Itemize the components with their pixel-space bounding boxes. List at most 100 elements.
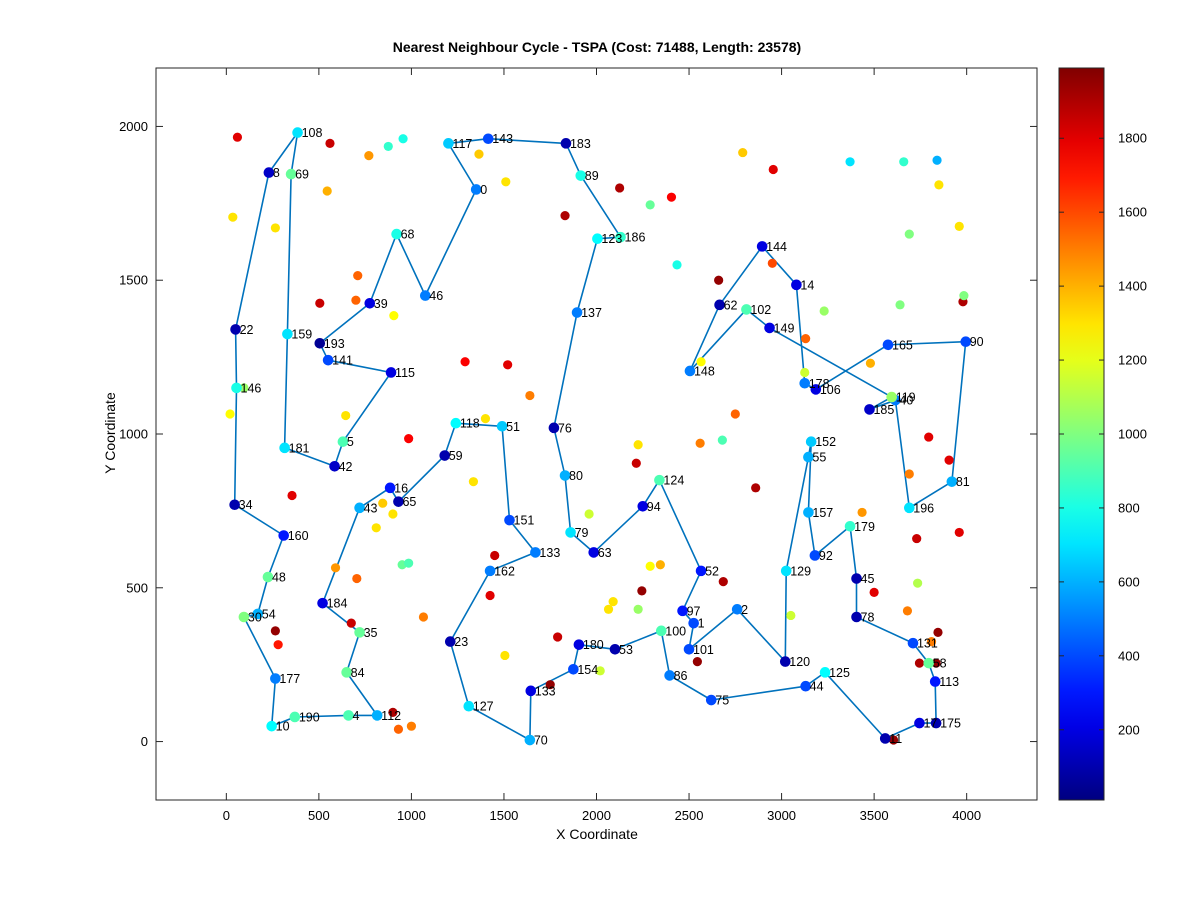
unselected-node-point: [800, 367, 810, 378]
tour-node-point: [444, 636, 456, 647]
tour-node-point: [677, 605, 688, 617]
tour-node-point: [714, 299, 725, 311]
tour-node-point: [238, 611, 250, 623]
unselected-node-point: [490, 550, 500, 561]
unselected-node-point: [352, 573, 362, 584]
y-tick-label: 1500: [119, 273, 148, 288]
node-id-label: 70: [534, 734, 548, 748]
tour-node-point: [756, 241, 768, 252]
unselected-node-point: [228, 212, 238, 222]
node-id-label: 8: [273, 166, 280, 180]
y-tick-label: 0: [141, 734, 148, 749]
tour-node-point: [683, 643, 695, 655]
unselected-node-point: [501, 177, 511, 187]
unselected-node-point: [845, 157, 855, 167]
tour-node-point: [851, 611, 862, 623]
node-id-label: 133: [535, 684, 556, 698]
tour-node-point: [329, 460, 340, 472]
node-id-label: 123: [601, 232, 622, 246]
node-id-label: 2: [741, 603, 748, 617]
node-id-label: 63: [598, 546, 612, 560]
unselected-node-point: [485, 590, 495, 601]
node-id-label: 196: [913, 501, 934, 515]
tour-node-point: [923, 657, 935, 669]
unselected-node-point: [545, 680, 555, 690]
unselected-node-point: [730, 409, 740, 419]
node-id-label: 94: [647, 500, 661, 514]
tour-node-point: [609, 643, 621, 655]
node-id-label: 120: [789, 655, 810, 669]
unselected-node-point: [270, 626, 280, 636]
node-id-label: 51: [506, 420, 520, 434]
node-id-label: 149: [774, 321, 795, 335]
tour-node-point: [588, 547, 600, 558]
x-tick-label: 500: [308, 808, 330, 823]
unselected-node-point: [895, 300, 905, 310]
node-id-label: 112: [381, 709, 401, 723]
tour-node-point: [960, 336, 972, 348]
x-tick-label: 2500: [675, 808, 704, 823]
tour-node-point: [354, 627, 365, 638]
tour-node-point: [764, 322, 775, 334]
tour-node-point: [292, 127, 303, 138]
tour-node-point: [439, 450, 451, 461]
node-id-label: 151: [514, 514, 535, 528]
tour-node-point: [803, 507, 814, 518]
colorbar-tick-label: 1000: [1118, 427, 1147, 442]
node-id-label: 148: [694, 364, 715, 378]
unselected-node-point: [786, 610, 796, 621]
unselected-node-point: [914, 658, 925, 668]
x-tick-label: 3500: [860, 808, 889, 823]
unselected-node-point: [954, 527, 964, 538]
node-id-label: 146: [241, 381, 262, 395]
tour-node-point: [695, 565, 707, 577]
tour-route-east: [689, 245, 967, 509]
tour-node-point: [364, 297, 376, 309]
unselected-node-point: [560, 211, 570, 221]
y-tick-label: 1000: [119, 427, 148, 442]
tour-node-point: [230, 324, 241, 335]
unselected-node-point: [696, 357, 706, 367]
tour-node-point: [655, 625, 667, 637]
node-id-label: 40: [899, 394, 913, 408]
unselected-node-point: [615, 183, 625, 193]
tour-node-point: [384, 482, 396, 494]
node-id-label: 137: [581, 306, 602, 320]
node-id-label: 75: [715, 694, 729, 708]
unselected-node-point: [695, 438, 705, 448]
node-id-label: 46: [429, 289, 443, 303]
unselected-node-point: [232, 132, 243, 142]
node-id-label: 89: [585, 169, 599, 183]
node-id-label: 69: [295, 168, 309, 182]
node-id-label: 54: [262, 607, 276, 621]
unselected-node-point: [819, 306, 829, 316]
tour-node-point: [560, 138, 572, 149]
unselected-node-point: [364, 151, 374, 161]
node-id-label: 162: [494, 564, 515, 578]
x-axis-label: X Coordinate: [556, 826, 638, 842]
node-id-label: 160: [288, 529, 309, 543]
tour-node-point: [592, 233, 603, 244]
unselected-node-point: [388, 707, 398, 717]
tour-node-point: [803, 451, 814, 463]
unselected-node-point: [717, 435, 727, 445]
unselected-node-point: [924, 432, 934, 442]
tour-node-point: [688, 617, 699, 629]
unselected-node-point: [959, 290, 969, 301]
tour-node-point: [314, 337, 326, 349]
unselected-node-point: [474, 149, 484, 159]
tour-node-point: [810, 384, 822, 395]
unselected-node-point: [346, 618, 356, 628]
tour-node-point: [317, 597, 328, 609]
unselected-node-point: [751, 483, 761, 493]
x-tick-label: 1500: [489, 808, 518, 823]
tour-node-point: [341, 667, 352, 678]
tour-node-point: [615, 231, 626, 243]
y-axis-label: Y Coordinate: [102, 392, 118, 474]
node-id-label: 44: [810, 680, 824, 694]
tour-node-point: [819, 667, 831, 678]
unselected-node-point: [692, 656, 702, 667]
node-id-label: 35: [364, 626, 378, 640]
unselected-node-point: [666, 192, 677, 202]
